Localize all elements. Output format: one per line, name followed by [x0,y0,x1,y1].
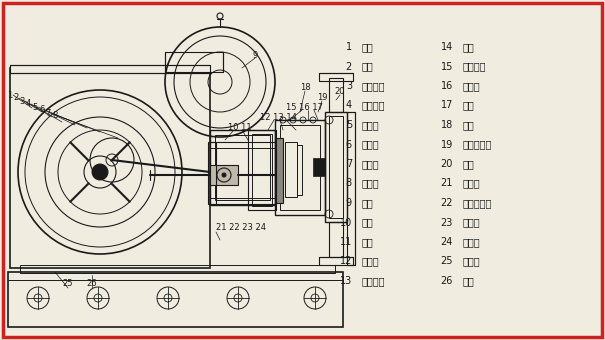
Bar [325,112,347,222]
Text: 偏心轮: 偏心轮 [362,120,379,130]
Text: 活塞环: 活塞环 [463,81,480,91]
Text: 12 13 14: 12 13 14 [260,113,296,121]
Text: 26: 26 [440,276,453,286]
Text: 3: 3 [19,97,25,105]
Text: 泵轴: 泵轴 [362,237,374,247]
Text: 活塞: 活塞 [463,101,475,111]
Text: 20: 20 [335,87,345,97]
Text: 16: 16 [441,81,453,91]
Text: 垫料: 垫料 [463,42,475,52]
Text: 25: 25 [440,256,453,267]
Text: 25: 25 [63,279,73,289]
Text: 3: 3 [346,81,352,91]
Text: 23: 23 [440,218,453,227]
Text: 8: 8 [52,112,57,120]
Text: 6: 6 [39,105,45,115]
Text: 22: 22 [440,198,453,208]
Text: 连杆: 连杆 [362,62,374,71]
Text: 往复缸: 往复缸 [463,237,480,247]
Text: 连杆铜套: 连杆铜套 [362,81,385,91]
Bar [248,130,276,210]
Text: 9: 9 [252,51,258,59]
Bar [165,52,223,72]
Text: 26: 26 [87,279,97,289]
Bar [275,120,325,215]
Text: 十字头: 十字头 [463,218,480,227]
Text: 箱体: 箱体 [362,218,374,227]
Text: 1: 1 [346,42,352,52]
Text: 9: 9 [346,198,352,208]
Text: 19: 19 [317,94,327,102]
Bar [210,130,275,205]
Bar [210,165,238,185]
Bar [319,257,353,265]
Text: 4: 4 [25,100,31,108]
Bar [275,138,283,203]
Text: 连杆罗丝: 连杆罗丝 [362,101,385,111]
Circle shape [92,164,108,180]
Text: 垫料架: 垫料架 [362,256,379,267]
Text: 6: 6 [346,139,352,150]
Text: 11: 11 [340,237,352,247]
Bar [215,135,270,200]
Text: 17: 17 [440,101,453,111]
Text: 垫料压盖: 垫料压盖 [362,276,385,286]
Bar [252,134,272,206]
Bar [319,73,353,81]
Bar [20,265,335,273]
Text: 19: 19 [441,139,453,150]
Bar [329,116,343,218]
Text: 底盘: 底盘 [463,276,475,286]
Text: 15: 15 [440,62,453,71]
Text: 电机: 电机 [362,198,374,208]
Text: 24: 24 [440,237,453,247]
Bar [329,78,343,112]
Bar [329,222,343,257]
Text: 12: 12 [339,256,352,267]
Text: 4: 4 [346,101,352,111]
Text: 7: 7 [345,159,352,169]
Bar [347,112,355,265]
Bar [10,65,210,73]
Text: 泵盖: 泵盖 [463,159,475,169]
Text: 8: 8 [346,178,352,188]
Text: 13: 13 [340,276,352,286]
Text: 齿轮油: 齿轮油 [362,159,379,169]
Text: 单向球阀座: 单向球阀座 [463,139,492,150]
Text: 5: 5 [345,120,352,130]
Text: 21: 21 [440,178,453,188]
Text: 21 22 23 24: 21 22 23 24 [216,223,266,233]
Text: 连杆销: 连杆销 [463,178,480,188]
Text: 单向球阀: 单向球阀 [463,62,486,71]
Bar [8,272,343,327]
Text: 14: 14 [441,42,453,52]
Text: 箱盖: 箱盖 [362,42,374,52]
Text: 10 11: 10 11 [228,122,252,132]
Text: 7: 7 [45,108,51,118]
Text: 5: 5 [33,102,38,112]
Text: 18: 18 [441,120,453,130]
Circle shape [222,173,226,177]
Bar [10,68,210,268]
Bar [313,158,325,176]
Text: 10: 10 [340,218,352,227]
Text: 方油孔: 方油孔 [463,256,480,267]
Text: 泵体: 泵体 [463,120,475,130]
Text: 2: 2 [345,62,352,71]
Text: 18: 18 [299,84,310,92]
Text: 连杆小铜套: 连杆小铜套 [463,198,492,208]
Bar [280,125,320,210]
Bar [297,145,302,195]
Text: 15 16 17: 15 16 17 [287,102,324,112]
Text: 皮带轮: 皮带轮 [362,178,379,188]
Bar [285,142,297,197]
Text: 2: 2 [13,94,19,102]
Text: 1: 1 [7,90,13,100]
Text: 加油孔: 加油孔 [362,139,379,150]
Text: 20: 20 [440,159,453,169]
Bar [208,142,216,204]
